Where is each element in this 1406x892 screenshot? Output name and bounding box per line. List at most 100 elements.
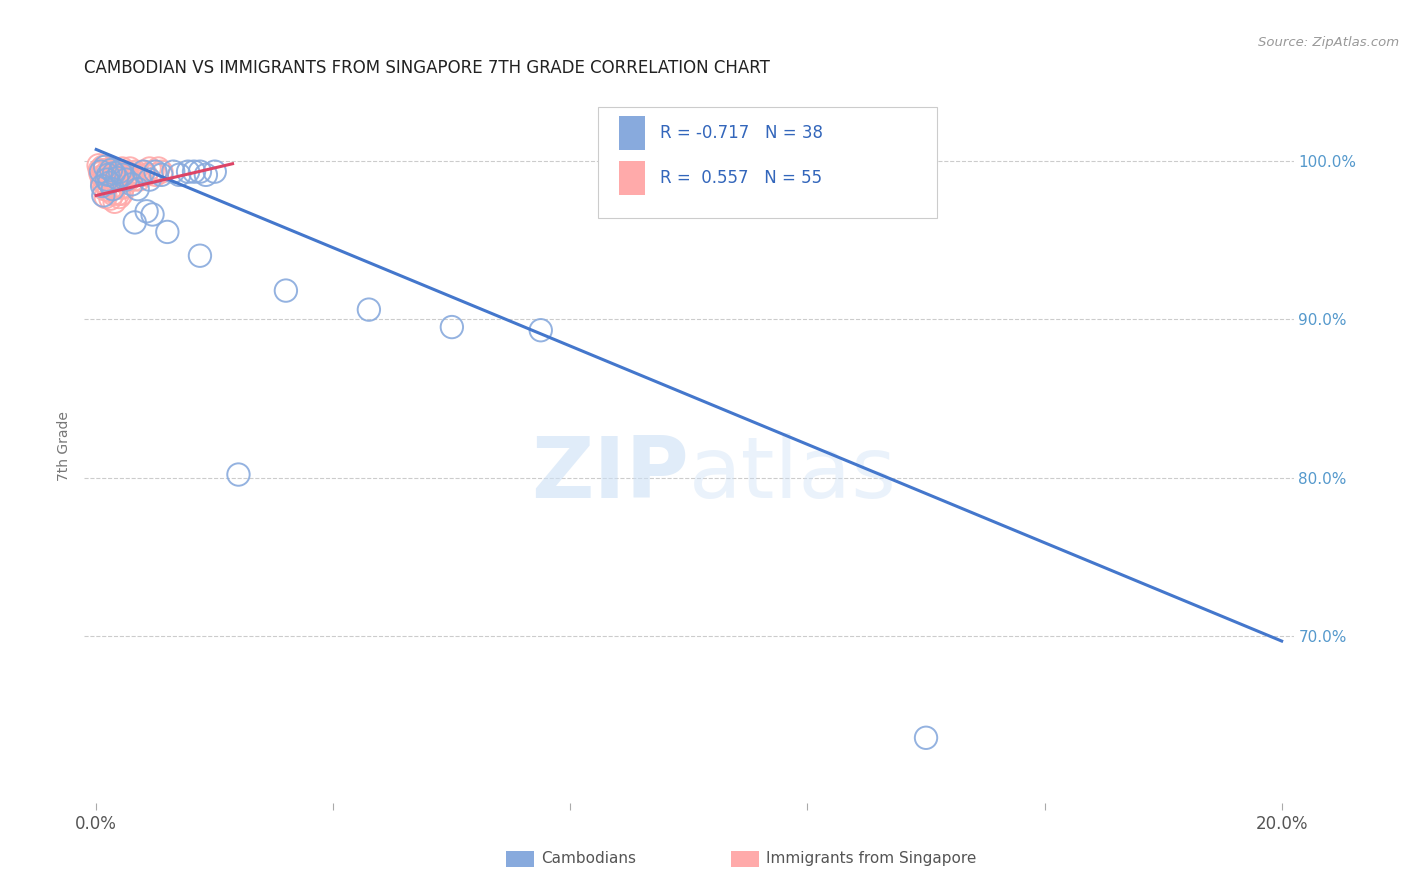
Point — [194, 168, 217, 182]
Point — [183, 164, 205, 178]
Point — [274, 284, 297, 298]
Point — [98, 184, 121, 198]
Point — [118, 172, 141, 186]
Point — [135, 204, 157, 219]
Text: CAMBODIAN VS IMMIGRANTS FROM SINGAPORE 7TH GRADE CORRELATION CHART: CAMBODIAN VS IMMIGRANTS FROM SINGAPORE 7… — [84, 59, 770, 77]
Point — [124, 164, 146, 178]
Point — [100, 192, 122, 206]
Point — [104, 180, 127, 194]
Point — [128, 172, 150, 186]
Point — [150, 168, 173, 182]
Point — [94, 168, 117, 182]
Point — [94, 160, 117, 174]
Point — [98, 176, 121, 190]
Point — [91, 188, 114, 202]
Point — [108, 190, 131, 204]
Point — [96, 178, 118, 193]
Point — [440, 320, 463, 334]
Point — [150, 164, 173, 178]
Text: R =  0.557   N = 55: R = 0.557 N = 55 — [659, 169, 823, 186]
Point — [98, 172, 121, 186]
Point — [148, 161, 170, 176]
Y-axis label: 7th Grade: 7th Grade — [58, 411, 72, 481]
Point — [100, 180, 122, 194]
Point — [100, 163, 122, 178]
Point — [156, 225, 179, 239]
Point — [127, 168, 149, 182]
Point — [204, 164, 226, 178]
Point — [131, 164, 153, 178]
Point — [104, 194, 127, 209]
Point — [107, 172, 129, 186]
Point — [145, 168, 167, 182]
Point — [108, 164, 131, 178]
Point — [118, 161, 141, 176]
Point — [105, 171, 128, 186]
Point — [115, 164, 138, 178]
Text: Cambodians: Cambodians — [541, 852, 637, 866]
Text: Source: ZipAtlas.com: Source: ZipAtlas.com — [1258, 36, 1399, 49]
Point — [112, 168, 135, 182]
Point — [167, 168, 190, 182]
Point — [104, 164, 127, 178]
Point — [145, 164, 167, 178]
Point — [122, 172, 145, 186]
Point — [91, 174, 114, 188]
Point — [110, 180, 132, 194]
Point — [115, 172, 138, 186]
FancyBboxPatch shape — [619, 161, 645, 194]
Point — [108, 168, 131, 182]
Point — [121, 178, 143, 192]
Point — [91, 178, 114, 193]
FancyBboxPatch shape — [599, 107, 936, 218]
Point — [103, 166, 125, 180]
Point — [105, 172, 128, 186]
Point — [93, 163, 115, 178]
Point — [228, 467, 250, 482]
Text: atlas: atlas — [689, 433, 897, 516]
Point — [114, 172, 136, 186]
Point — [111, 168, 134, 182]
Point — [177, 164, 200, 178]
Point — [135, 168, 157, 182]
Point — [111, 180, 134, 194]
Point — [89, 166, 111, 180]
Point — [89, 163, 111, 178]
Point — [132, 164, 155, 178]
Point — [127, 182, 149, 196]
Point — [111, 161, 134, 176]
Point — [96, 172, 118, 186]
Point — [115, 168, 138, 182]
Point — [101, 186, 124, 201]
Point — [121, 168, 143, 182]
Point — [96, 172, 118, 186]
Point — [101, 168, 124, 182]
Point — [90, 164, 112, 178]
Point — [101, 182, 124, 196]
Point — [141, 207, 163, 221]
Point — [530, 323, 553, 337]
Text: Immigrants from Singapore: Immigrants from Singapore — [766, 852, 977, 866]
Point — [107, 186, 129, 201]
Point — [97, 169, 120, 184]
Point — [138, 172, 160, 186]
Point — [111, 186, 134, 201]
Point — [188, 249, 211, 263]
Point — [91, 160, 114, 174]
Point — [103, 172, 125, 186]
Point — [124, 215, 146, 229]
Point — [141, 164, 163, 178]
Point — [110, 172, 132, 186]
Point — [96, 164, 118, 178]
Text: R = -0.717   N = 38: R = -0.717 N = 38 — [659, 124, 823, 142]
Point — [94, 190, 117, 204]
FancyBboxPatch shape — [619, 116, 645, 150]
Point — [138, 161, 160, 176]
Point — [357, 302, 380, 317]
Point — [915, 731, 938, 745]
Point — [188, 164, 211, 178]
Text: ZIP: ZIP — [531, 433, 689, 516]
Point — [90, 169, 112, 184]
Point — [87, 158, 110, 172]
Point — [100, 161, 122, 176]
